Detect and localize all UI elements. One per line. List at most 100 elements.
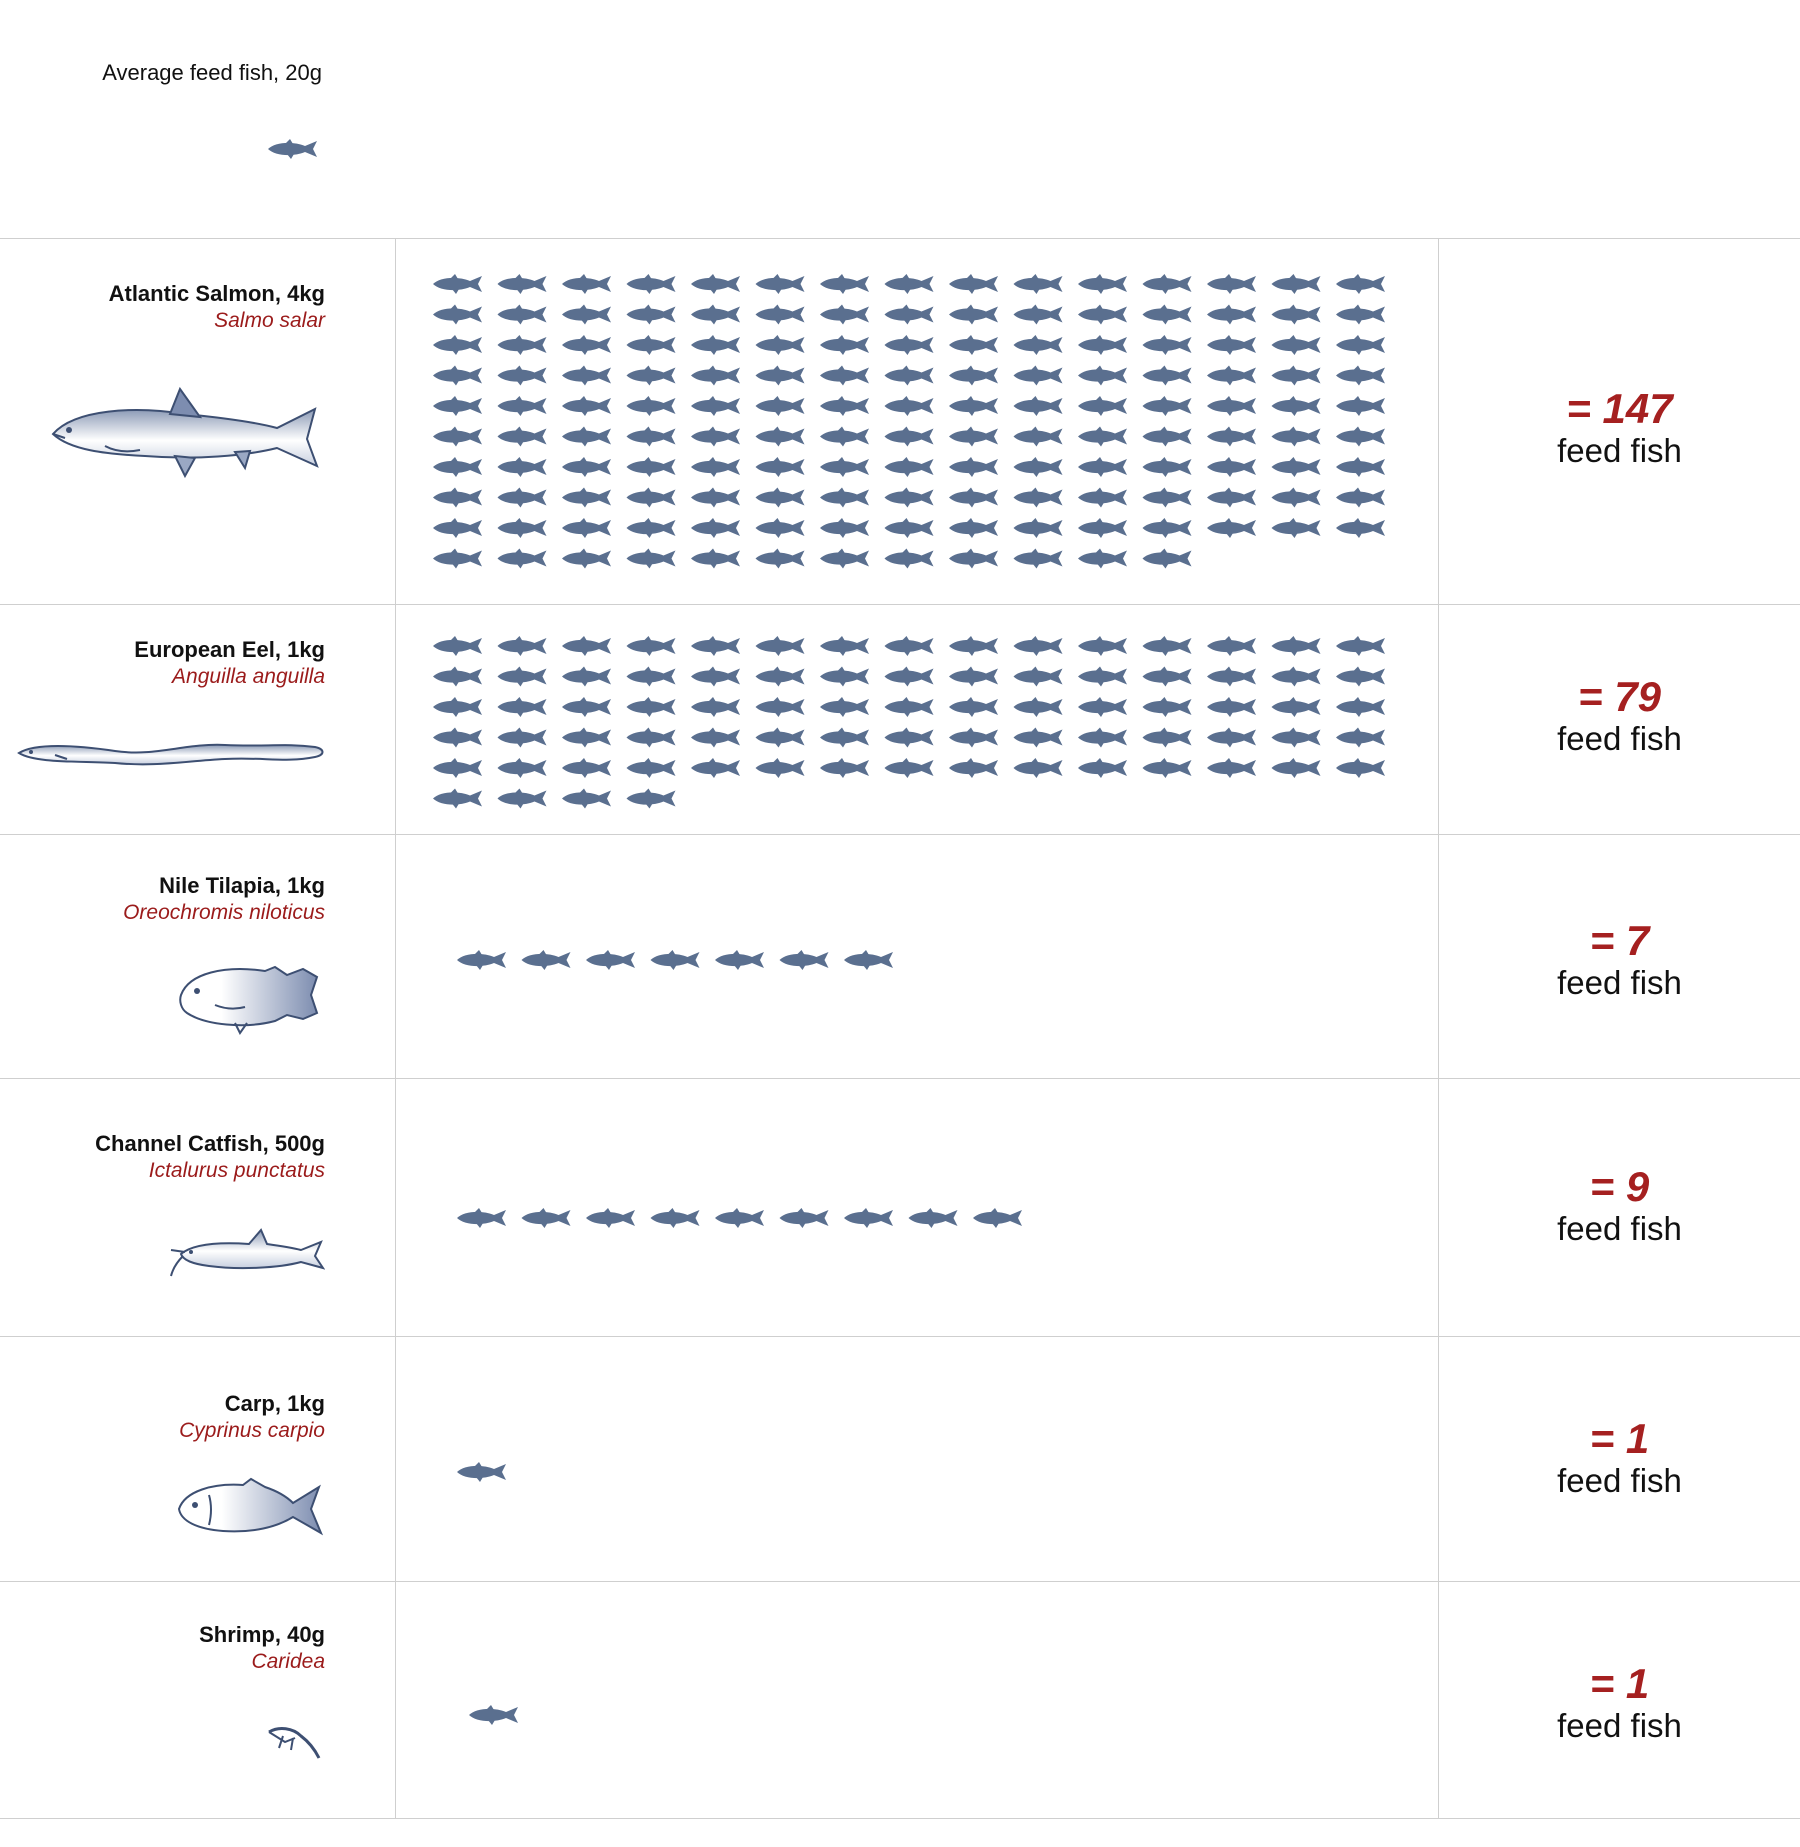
feed-fish-mark [1078,518,1127,538]
feed-fish-mark [457,1462,506,1482]
feed-fish-mark [820,274,869,294]
catfish-illustration [170,1228,325,1277]
feed-fish-mark [755,697,805,717]
feed-fish-mark [1142,697,1192,717]
species-scientific-name: Cyprinus carpio [179,1419,325,1442]
row-carp: Carp, 1kg Cyprinus carpio = 1 feed fish [0,1336,1800,1582]
species-cell: Atlantic Salmon, 4kg Salmo salar [0,239,396,605]
feed-fish-mark [457,950,506,970]
species-name: European Eel, 1kg [134,637,325,662]
feed-fish-mark [1207,487,1256,508]
feed-fish-mark [433,396,482,416]
feed-fish-mark [562,788,611,809]
feed-fish-mark [433,636,482,656]
feed-fish-mark [949,304,998,325]
feed-fish-mark [1207,758,1256,778]
feed-fish-mark [626,788,676,809]
feed-fish-mark [755,457,805,477]
result-unit: feed fish [1557,720,1682,757]
row-shrimp: Shrimp, 40g Caridea = 1 feed fish [0,1581,1800,1819]
result-unit: feed fish [1557,1210,1682,1247]
feed-fish-mark [626,487,676,508]
feed-fish-mark [433,788,482,809]
feed-fish-mark [1078,636,1127,656]
feed-fish-mark [691,758,740,778]
feed-fish-mark [755,518,805,538]
fish-pictogram [433,274,1385,569]
feed-fish-mark [820,365,869,386]
feed-fish-mark [1271,426,1321,447]
feed-fish-mark [1078,457,1127,477]
feed-fish-mark [1142,487,1192,508]
feed-fish-mark [820,697,869,717]
legend: Average feed fish, 20g [0,0,396,238]
result-unit: feed fish [1557,1707,1682,1744]
feed-fish-mark [521,1208,571,1228]
feed-fish-mark [433,457,482,477]
feed-fish-mark [691,666,740,687]
feed-fish-mark [457,1208,506,1228]
feed-fish-mark [433,487,482,508]
feed-fish-mark [1271,666,1321,687]
feed-fish-mark [755,304,805,325]
species-name: Nile Tilapia, 1kg [159,873,325,898]
feed-fish-mark [844,950,893,970]
feed-fish-mark [755,548,805,569]
feed-fish-mark [884,758,934,778]
feed-fish-mark [1013,304,1063,325]
feed-fish-mark [433,758,482,778]
feed-fish-mark [691,335,740,355]
result-cell: = 1 feed fish [1439,1337,1800,1582]
feed-fish-mark [562,487,611,508]
feed-fish-mark [1207,274,1256,294]
feed-fish-mark [562,304,611,325]
feed-fish-mark [949,274,998,294]
row-salmon: Atlantic Salmon, 4kg Salmo salar = 147 f… [0,238,1800,605]
feed-fish-mark [433,518,482,538]
feed-fish-mark [1207,636,1256,656]
small-fish-icon [268,139,317,159]
feed-fish-mark [1013,365,1063,386]
feed-fish-mark [433,304,482,325]
feed-fish-mark [908,1208,958,1228]
feed-fish-mark [949,396,998,416]
feed-fish-mark [884,518,934,538]
feed-fish-mark [1013,666,1063,687]
pictogram-area [396,1337,1439,1582]
feed-fish-mark [884,365,934,386]
feed-fish-mark [755,396,805,416]
feed-fish-mark [562,335,611,355]
feed-fish-mark [949,548,998,569]
shrimp-illustration [268,1727,321,1759]
legend-label: Average feed fish, 20g [102,60,322,85]
feed-fish-mark [779,1208,829,1228]
feed-fish-mark [1142,365,1192,386]
feed-fish-mark [497,548,547,569]
feed-fish-mark [650,950,700,970]
pictogram-area [396,1582,1439,1818]
fish-pictogram [457,1208,1022,1228]
feed-fish-mark [820,666,869,687]
feed-fish-mark [433,697,482,717]
feed-fish-mark [779,950,829,970]
feed-fish-mark [1207,304,1256,325]
feed-fish-mark [562,518,611,538]
feed-fish-mark [433,666,482,687]
feed-fish-mark [497,697,547,717]
result-value: = 79 [1578,673,1661,720]
feed-fish-mark [1336,727,1385,748]
feed-fish-mark [884,666,934,687]
result-value: = 7 [1589,917,1650,964]
feed-fish-mark [755,636,805,656]
feed-fish-mark [1142,636,1192,656]
feed-fish-mark [1207,365,1256,386]
feed-fish-mark [586,1208,635,1228]
feed-fish-mark [949,697,998,717]
feed-fish-mark [1013,548,1063,569]
feed-fish-mark [1271,457,1321,477]
feed-fish-mark [820,335,869,355]
feed-fish-mark [820,304,869,325]
fish-pictogram [469,1705,518,1725]
row-tilapia: Nile Tilapia, 1kg Oreochromis niloticus … [0,834,1800,1079]
species-name: Shrimp, 40g [199,1622,325,1647]
